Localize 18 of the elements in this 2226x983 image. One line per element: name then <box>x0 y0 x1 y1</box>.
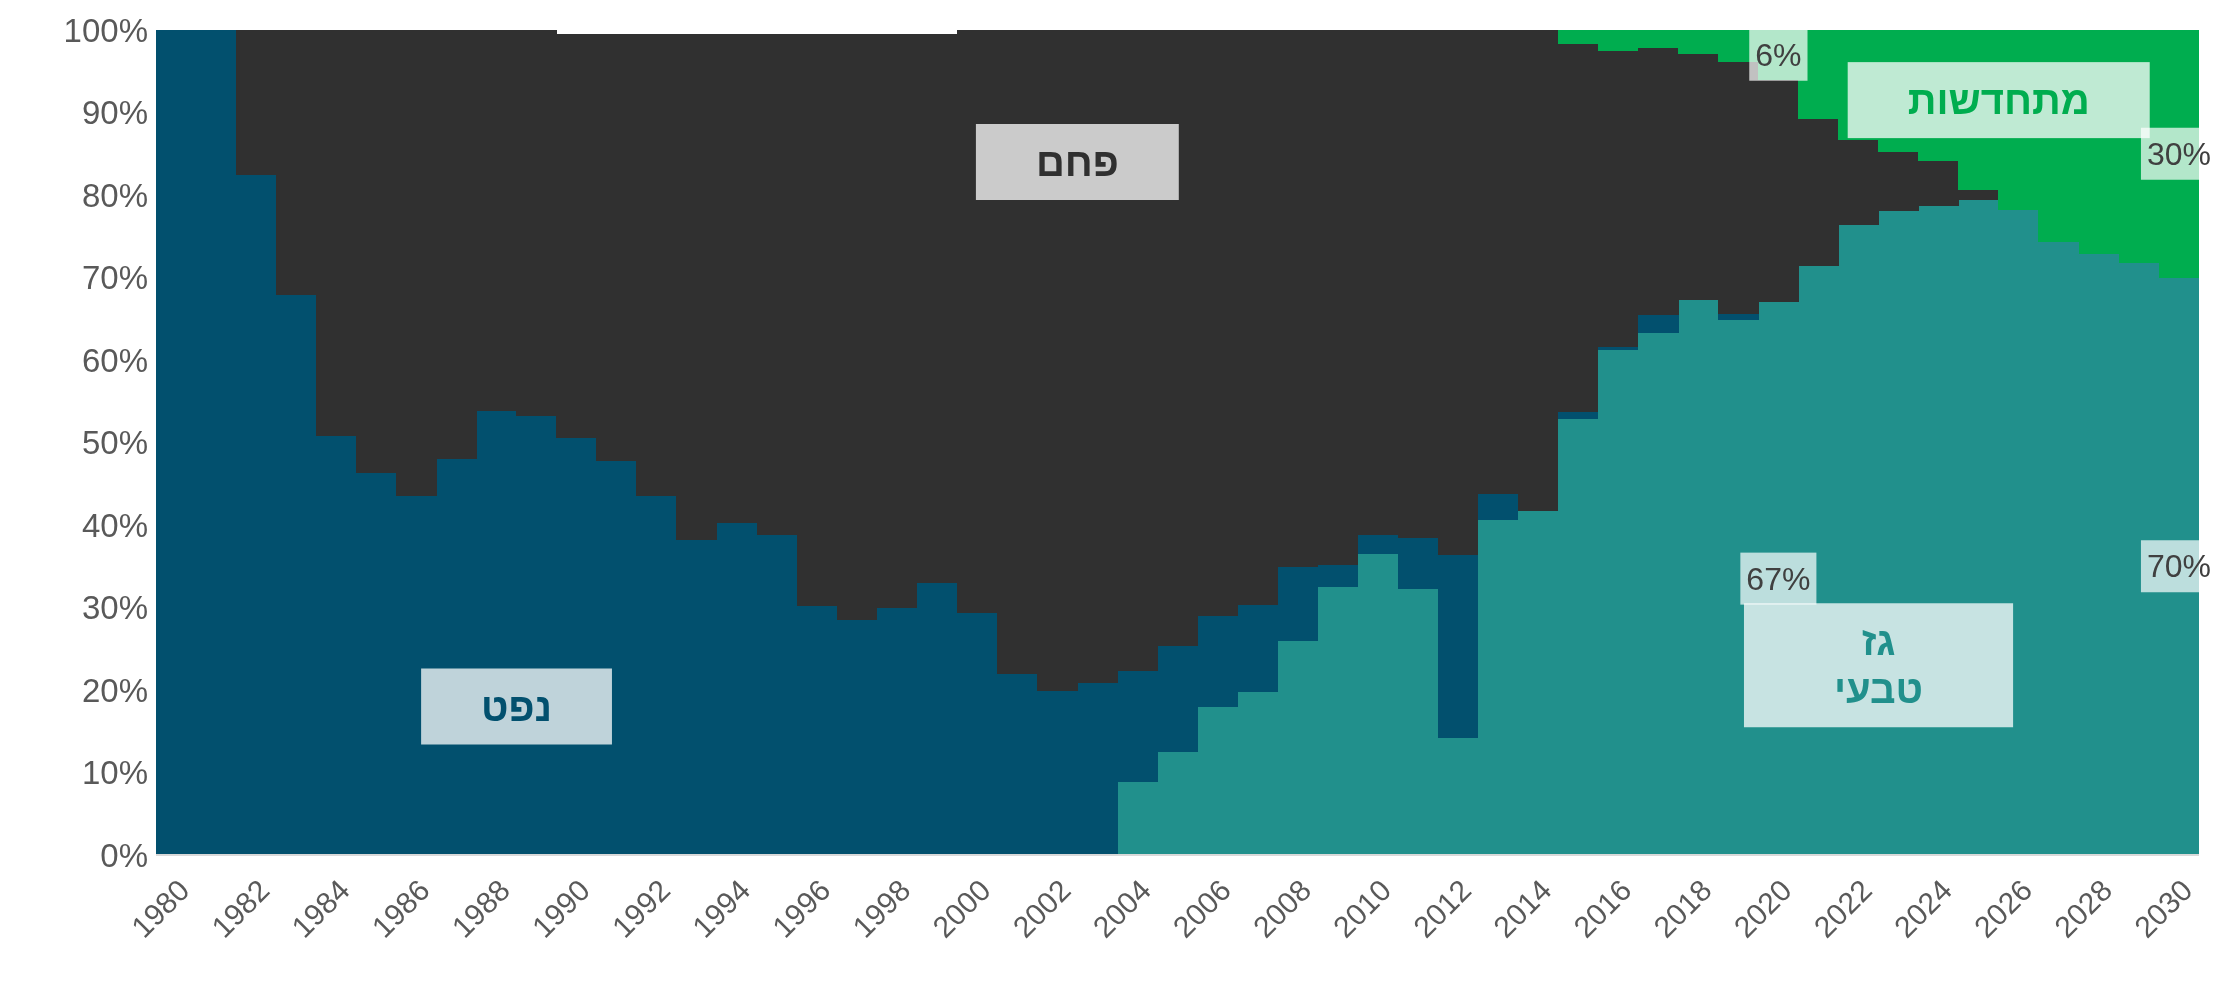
y-tick-label: 80% <box>81 176 148 214</box>
y-tick-label: 70% <box>81 259 148 296</box>
y-tick-label: 40% <box>81 506 148 544</box>
series-label: נפט <box>481 684 552 729</box>
y-tick-label: 0% <box>100 836 148 874</box>
y-tick-label: 100% <box>63 11 148 49</box>
data-label: 70% <box>2146 548 2211 585</box>
series-label: מתחדשות <box>1907 78 2090 123</box>
series-label: פחם <box>1035 140 1119 184</box>
y-tick-label: 60% <box>81 341 148 379</box>
y-tick-label: 30% <box>81 589 148 626</box>
data-label: 67% <box>1746 560 1811 597</box>
y-tick-label: 50% <box>81 424 148 461</box>
y-tick-label: 90% <box>81 94 148 131</box>
y-tick-label: 10% <box>81 754 148 791</box>
data-label: 6% <box>1755 36 1802 73</box>
y-tick-label: 20% <box>81 671 148 709</box>
series-label: גז טבעי <box>1833 619 1924 712</box>
